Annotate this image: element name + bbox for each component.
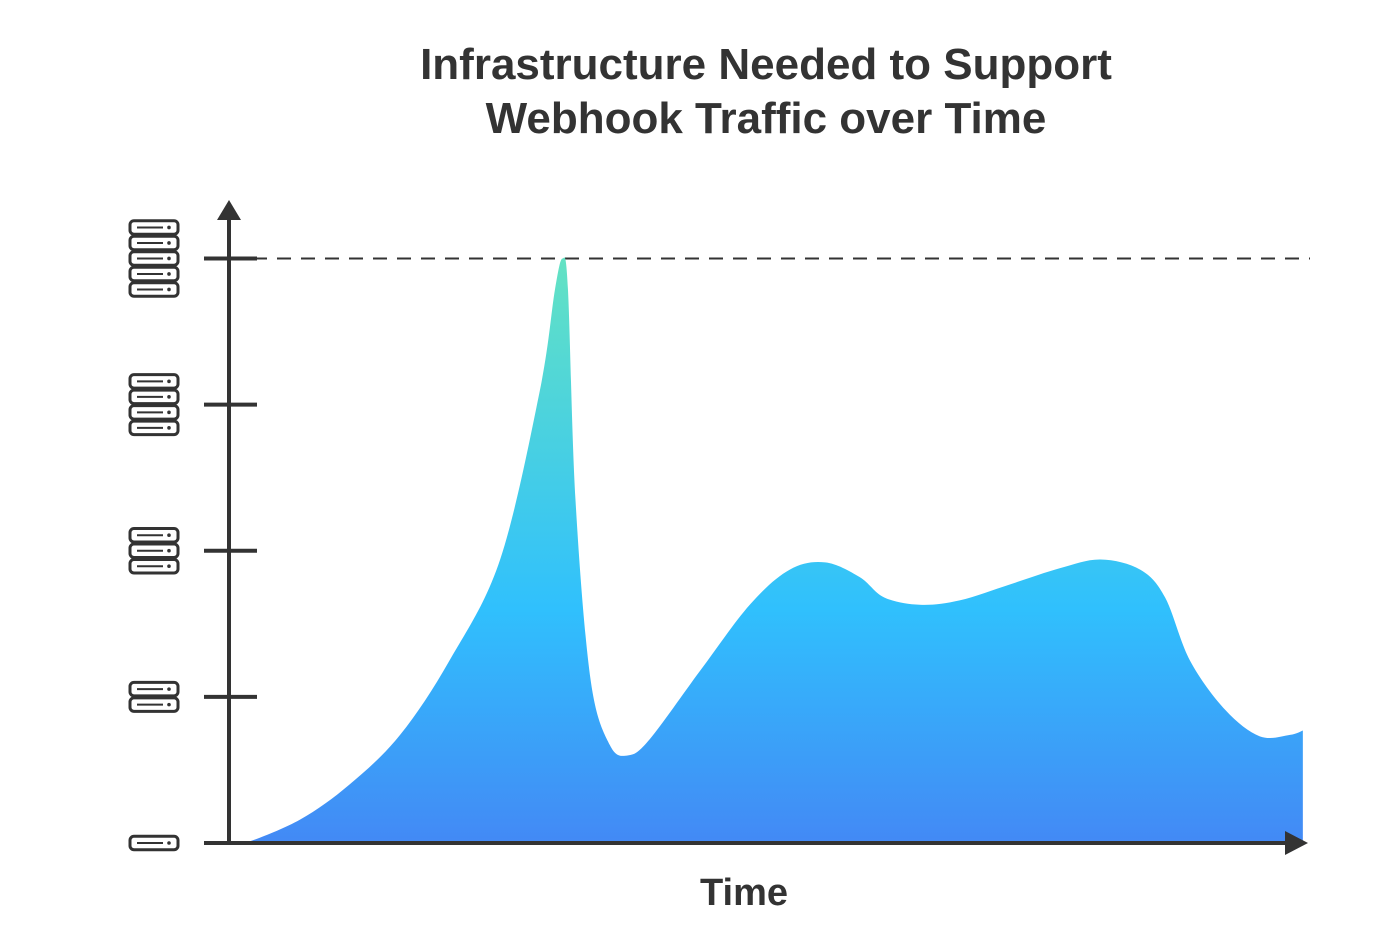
area xyxy=(229,257,1303,845)
server-led xyxy=(167,410,171,415)
server-led xyxy=(167,241,171,245)
server-led xyxy=(167,256,171,261)
server-led xyxy=(167,426,171,430)
server-led xyxy=(167,564,171,569)
plot xyxy=(229,257,1310,845)
server-icon xyxy=(128,526,180,575)
server-icon xyxy=(128,219,180,298)
x-axis-label: Time xyxy=(699,872,788,914)
server-led xyxy=(167,395,171,399)
server-icon xyxy=(128,373,180,437)
server-led xyxy=(167,379,171,384)
server-led xyxy=(167,287,171,292)
chart-title: Infrastructure Needed to Support Webhook… xyxy=(420,40,1112,143)
server-icon xyxy=(128,680,180,713)
server-led xyxy=(167,841,171,845)
server-led xyxy=(167,272,171,276)
server-led xyxy=(167,702,171,707)
server-led xyxy=(167,687,171,691)
x-axis-arrow xyxy=(1285,831,1308,855)
server-icon xyxy=(128,834,180,852)
server-led xyxy=(167,225,171,230)
server-led xyxy=(167,533,171,538)
server-led xyxy=(167,548,171,553)
y-axis-arrow xyxy=(217,200,241,220)
